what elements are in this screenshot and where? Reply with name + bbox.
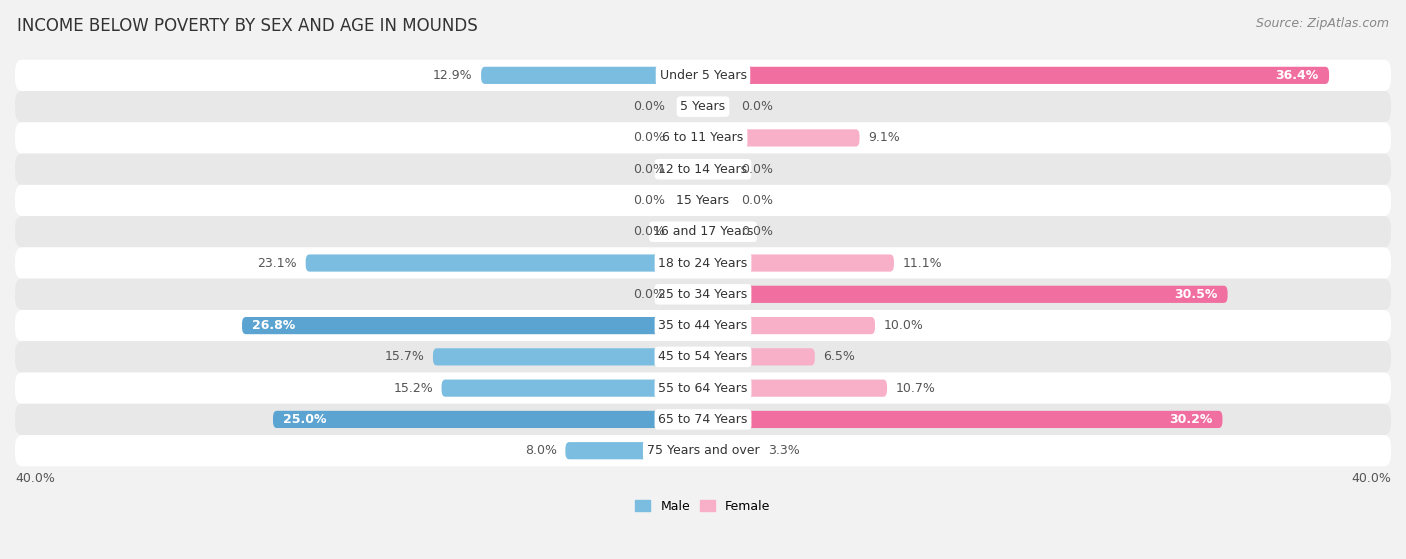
- Text: 75 Years and over: 75 Years and over: [647, 444, 759, 457]
- Text: 15 Years: 15 Years: [676, 194, 730, 207]
- FancyBboxPatch shape: [433, 348, 703, 366]
- FancyBboxPatch shape: [703, 411, 1222, 428]
- Text: 15.7%: 15.7%: [384, 350, 425, 363]
- Text: 0.0%: 0.0%: [633, 225, 665, 238]
- FancyBboxPatch shape: [15, 310, 1391, 341]
- Text: 12.9%: 12.9%: [433, 69, 472, 82]
- FancyBboxPatch shape: [565, 442, 703, 459]
- FancyBboxPatch shape: [703, 254, 894, 272]
- Text: 12 to 14 Years: 12 to 14 Years: [658, 163, 748, 176]
- Text: 36.4%: 36.4%: [1275, 69, 1319, 82]
- FancyBboxPatch shape: [703, 67, 1329, 84]
- Text: 18 to 24 Years: 18 to 24 Years: [658, 257, 748, 269]
- FancyBboxPatch shape: [15, 91, 1391, 122]
- Text: 8.0%: 8.0%: [524, 444, 557, 457]
- Text: 55 to 64 Years: 55 to 64 Years: [658, 382, 748, 395]
- Text: 3.3%: 3.3%: [768, 444, 800, 457]
- Text: 26.8%: 26.8%: [252, 319, 295, 332]
- Text: INCOME BELOW POVERTY BY SEX AND AGE IN MOUNDS: INCOME BELOW POVERTY BY SEX AND AGE IN M…: [17, 17, 478, 35]
- Text: 0.0%: 0.0%: [741, 100, 773, 113]
- FancyBboxPatch shape: [703, 442, 759, 459]
- FancyBboxPatch shape: [678, 286, 703, 303]
- FancyBboxPatch shape: [15, 185, 1391, 216]
- Text: 0.0%: 0.0%: [741, 163, 773, 176]
- FancyBboxPatch shape: [441, 380, 703, 397]
- FancyBboxPatch shape: [678, 223, 703, 240]
- FancyBboxPatch shape: [15, 154, 1391, 185]
- Text: Under 5 Years: Under 5 Years: [659, 69, 747, 82]
- FancyBboxPatch shape: [678, 192, 703, 209]
- FancyBboxPatch shape: [15, 279, 1391, 310]
- FancyBboxPatch shape: [481, 67, 703, 84]
- Text: 45 to 54 Years: 45 to 54 Years: [658, 350, 748, 363]
- FancyBboxPatch shape: [305, 254, 703, 272]
- Text: 9.1%: 9.1%: [868, 131, 900, 144]
- Text: Source: ZipAtlas.com: Source: ZipAtlas.com: [1256, 17, 1389, 30]
- Text: 0.0%: 0.0%: [741, 225, 773, 238]
- Text: 25.0%: 25.0%: [284, 413, 326, 426]
- Text: 35 to 44 Years: 35 to 44 Years: [658, 319, 748, 332]
- FancyBboxPatch shape: [703, 317, 875, 334]
- FancyBboxPatch shape: [15, 248, 1391, 279]
- Legend: Male, Female: Male, Female: [636, 500, 770, 513]
- Text: 15.2%: 15.2%: [394, 382, 433, 395]
- Text: 23.1%: 23.1%: [257, 257, 297, 269]
- Text: 16 and 17 Years: 16 and 17 Years: [652, 225, 754, 238]
- FancyBboxPatch shape: [15, 435, 1391, 466]
- FancyBboxPatch shape: [273, 411, 703, 428]
- Text: 30.2%: 30.2%: [1168, 413, 1212, 426]
- Text: 5 Years: 5 Years: [681, 100, 725, 113]
- FancyBboxPatch shape: [678, 160, 703, 178]
- FancyBboxPatch shape: [703, 223, 728, 240]
- FancyBboxPatch shape: [703, 98, 728, 115]
- FancyBboxPatch shape: [678, 129, 703, 146]
- FancyBboxPatch shape: [15, 122, 1391, 154]
- Text: 0.0%: 0.0%: [633, 100, 665, 113]
- Text: 0.0%: 0.0%: [741, 194, 773, 207]
- FancyBboxPatch shape: [703, 286, 1227, 303]
- Text: 0.0%: 0.0%: [633, 288, 665, 301]
- FancyBboxPatch shape: [703, 129, 859, 146]
- Text: 0.0%: 0.0%: [633, 131, 665, 144]
- Text: 6 to 11 Years: 6 to 11 Years: [662, 131, 744, 144]
- FancyBboxPatch shape: [703, 380, 887, 397]
- FancyBboxPatch shape: [703, 348, 815, 366]
- FancyBboxPatch shape: [703, 192, 728, 209]
- FancyBboxPatch shape: [15, 341, 1391, 372]
- Text: 30.5%: 30.5%: [1174, 288, 1218, 301]
- Text: 25 to 34 Years: 25 to 34 Years: [658, 288, 748, 301]
- Text: 65 to 74 Years: 65 to 74 Years: [658, 413, 748, 426]
- FancyBboxPatch shape: [242, 317, 703, 334]
- FancyBboxPatch shape: [703, 160, 728, 178]
- FancyBboxPatch shape: [15, 216, 1391, 248]
- FancyBboxPatch shape: [15, 372, 1391, 404]
- FancyBboxPatch shape: [15, 60, 1391, 91]
- Text: 11.1%: 11.1%: [903, 257, 942, 269]
- Text: 10.0%: 10.0%: [883, 319, 924, 332]
- Text: 0.0%: 0.0%: [633, 163, 665, 176]
- Text: 10.7%: 10.7%: [896, 382, 935, 395]
- FancyBboxPatch shape: [678, 98, 703, 115]
- Text: 40.0%: 40.0%: [1351, 472, 1391, 485]
- Text: 40.0%: 40.0%: [15, 472, 55, 485]
- FancyBboxPatch shape: [15, 404, 1391, 435]
- Text: 0.0%: 0.0%: [633, 194, 665, 207]
- Text: 6.5%: 6.5%: [824, 350, 855, 363]
